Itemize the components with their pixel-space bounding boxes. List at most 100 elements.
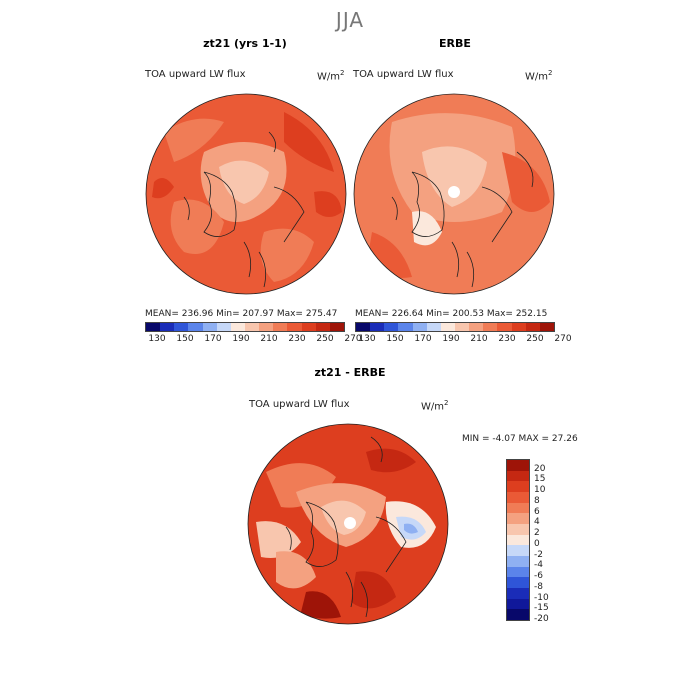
figure-title: JJA xyxy=(335,8,365,32)
colorbar-tick-label: 6 xyxy=(534,507,540,517)
colorbar-tick-label: 170 xyxy=(414,334,432,344)
colorbar-swatch xyxy=(507,492,529,503)
colorbar-swatch xyxy=(440,323,455,331)
panel2-units: W/m2 xyxy=(525,69,553,83)
colorbar-swatch xyxy=(412,323,427,331)
colorbar-swatch xyxy=(244,323,260,331)
panel1-title: zt21 (yrs 1-1) xyxy=(203,37,287,50)
colorbar-tick-label: 250 xyxy=(316,334,334,344)
colorbar-swatch xyxy=(507,460,529,471)
panel3-polar-map xyxy=(247,423,449,625)
panel3-units: W/m2 xyxy=(421,399,449,413)
colorbar-swatch xyxy=(384,323,399,331)
colorbar-swatch xyxy=(507,470,529,482)
panel3-field-patch xyxy=(301,591,341,619)
colorbar-tick-label: 210 xyxy=(260,334,278,344)
panel1-field-patch xyxy=(314,191,342,217)
colorbar-swatch xyxy=(287,323,302,331)
colorbar-tick-label: -8 xyxy=(534,582,543,592)
colorbar-swatch xyxy=(507,598,529,610)
colorbar-tick-label: -4 xyxy=(534,560,543,570)
colorbar-swatch xyxy=(216,323,231,331)
panel2-coastlines xyxy=(391,151,534,288)
colorbar-tick-label: 130 xyxy=(148,334,166,344)
colorbar-swatch xyxy=(146,323,161,331)
colorbar-swatch xyxy=(507,566,529,578)
colorbar-swatch xyxy=(511,323,526,331)
colorbar-swatch xyxy=(329,323,344,331)
panel3-colorbar-ticks: 20 15 10 8 6 4 2 0 -2 -4 -6 -8 -10 -15 -… xyxy=(534,459,574,629)
colorbar-swatch xyxy=(273,323,288,331)
panel1-stats: MEAN= 236.96 Min= 207.97 Max= 275.47 xyxy=(145,309,338,319)
panel3-field-patch xyxy=(256,521,301,558)
colorbar-swatch xyxy=(370,323,385,331)
colorbar-tick-label: 190 xyxy=(442,334,460,344)
colorbar-swatch xyxy=(497,323,512,331)
colorbar-swatch xyxy=(507,524,529,535)
colorbar-tick-label: 10 xyxy=(534,485,546,495)
panel3-coastlines xyxy=(285,436,407,618)
panel1-field-patch xyxy=(219,160,269,204)
colorbar-tick-label: 20 xyxy=(534,464,546,474)
panel1-field-label: TOA upward LW flux xyxy=(145,69,246,80)
panel2-map-border xyxy=(353,93,555,295)
panel3-field-patch xyxy=(366,448,416,473)
colorbar-tick-label: 0 xyxy=(534,539,540,549)
colorbar-tick-label: 190 xyxy=(232,334,250,344)
colorbar-tick-label: -6 xyxy=(534,571,543,581)
colorbar-swatch xyxy=(230,323,245,331)
colorbar-swatch xyxy=(507,534,529,546)
panel1-map-border xyxy=(145,93,347,295)
colorbar-tick-label: 4 xyxy=(534,517,540,527)
colorbar-swatch xyxy=(174,323,189,331)
colorbar-swatch xyxy=(507,502,529,514)
panel2-colorbar-ticks: 130 150 170 190 210 230 250 270 xyxy=(355,334,571,346)
colorbar-swatch xyxy=(507,513,529,525)
panel1-field-patch xyxy=(152,178,174,199)
colorbar-swatch xyxy=(160,323,175,331)
colorbar-swatch xyxy=(539,323,554,331)
panel3-colorbar xyxy=(506,459,530,621)
panel3-field-patch xyxy=(404,523,418,534)
panel3-field-patch xyxy=(276,551,316,589)
panel1-colorbar xyxy=(145,322,345,332)
colorbar-tick-label: -2 xyxy=(534,550,543,560)
colorbar-swatch xyxy=(507,577,529,589)
colorbar-swatch xyxy=(469,323,484,331)
panel3-stats: MIN = -4.07 MAX = 27.26 xyxy=(462,434,578,444)
colorbar-tick-label: 8 xyxy=(534,496,540,506)
colorbar-tick-label: 270 xyxy=(554,334,572,344)
colorbar-tick-label: 15 xyxy=(534,474,546,484)
colorbar-tick-label: 2 xyxy=(534,528,540,538)
colorbar-tick-label: 210 xyxy=(470,334,488,344)
panel1-field-patch xyxy=(284,112,334,172)
panel2-field-patch xyxy=(502,152,550,212)
panel2-field-label: TOA upward LW flux xyxy=(353,69,454,80)
colorbar-swatch xyxy=(356,323,371,331)
colorbar-swatch xyxy=(315,323,330,331)
panel1-field-patch xyxy=(260,228,314,282)
colorbar-swatch xyxy=(259,323,274,331)
panel1-field-patch xyxy=(164,118,224,162)
colorbar-tick-label: 150 xyxy=(176,334,194,344)
colorbar-tick-label: 150 xyxy=(386,334,404,344)
panel2-field-patch xyxy=(412,211,442,246)
colorbar-tick-label: 230 xyxy=(498,334,516,344)
colorbar-tick-label: -15 xyxy=(534,603,549,613)
panel3-map-border xyxy=(247,423,449,625)
colorbar-tick-label: 170 xyxy=(204,334,222,344)
colorbar-tick-label: -10 xyxy=(534,593,549,603)
panel2-title: ERBE xyxy=(439,37,471,50)
colorbar-tick-label: 270 xyxy=(344,334,362,344)
colorbar-swatch xyxy=(507,545,529,557)
panel3-field-label: TOA upward LW flux xyxy=(249,399,350,410)
colorbar-swatch xyxy=(483,323,498,331)
colorbar-swatch xyxy=(426,323,441,331)
panel1-colorbar-ticks: 130 150 170 190 210 230 250 270 xyxy=(145,334,361,346)
panel3-field-patch xyxy=(351,571,396,609)
panel1-polar-map xyxy=(145,93,347,295)
colorbar-swatch xyxy=(301,323,316,331)
panel2-colorbar xyxy=(355,322,555,332)
colorbar-swatch xyxy=(454,323,470,331)
colorbar-swatch xyxy=(398,323,413,331)
